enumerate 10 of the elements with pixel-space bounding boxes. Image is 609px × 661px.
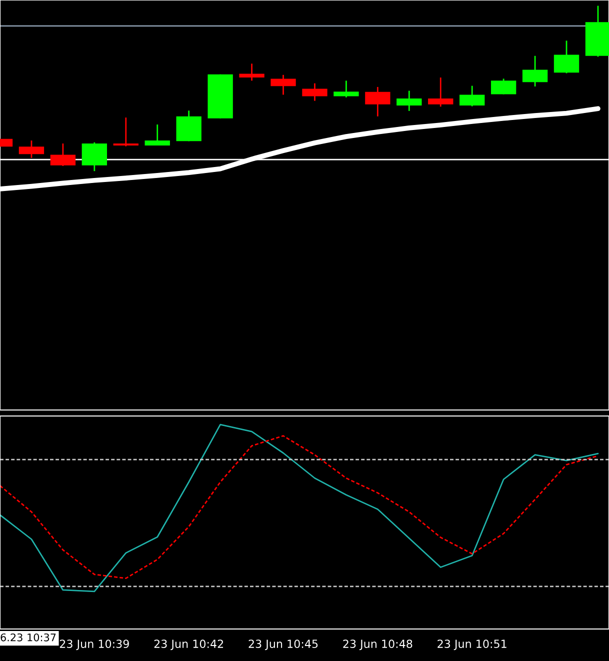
candlestick	[239, 62, 264, 82]
candlestick	[334, 80, 359, 98]
candlestick	[113, 116, 138, 148]
text: 6.23 10:37	[0, 633, 56, 642]
x-tick-label: 23 Jun 10:51	[438, 640, 506, 650]
x-tick-label: 23 Jun 10:45	[248, 640, 318, 650]
x-tick-label: 23 Jun 10:42	[154, 640, 224, 650]
candlestick	[428, 76, 454, 108]
x-tick-label: 23 Jun 10:48	[343, 640, 412, 650]
x-tick-label: 23 Jun 10:39	[60, 640, 129, 650]
